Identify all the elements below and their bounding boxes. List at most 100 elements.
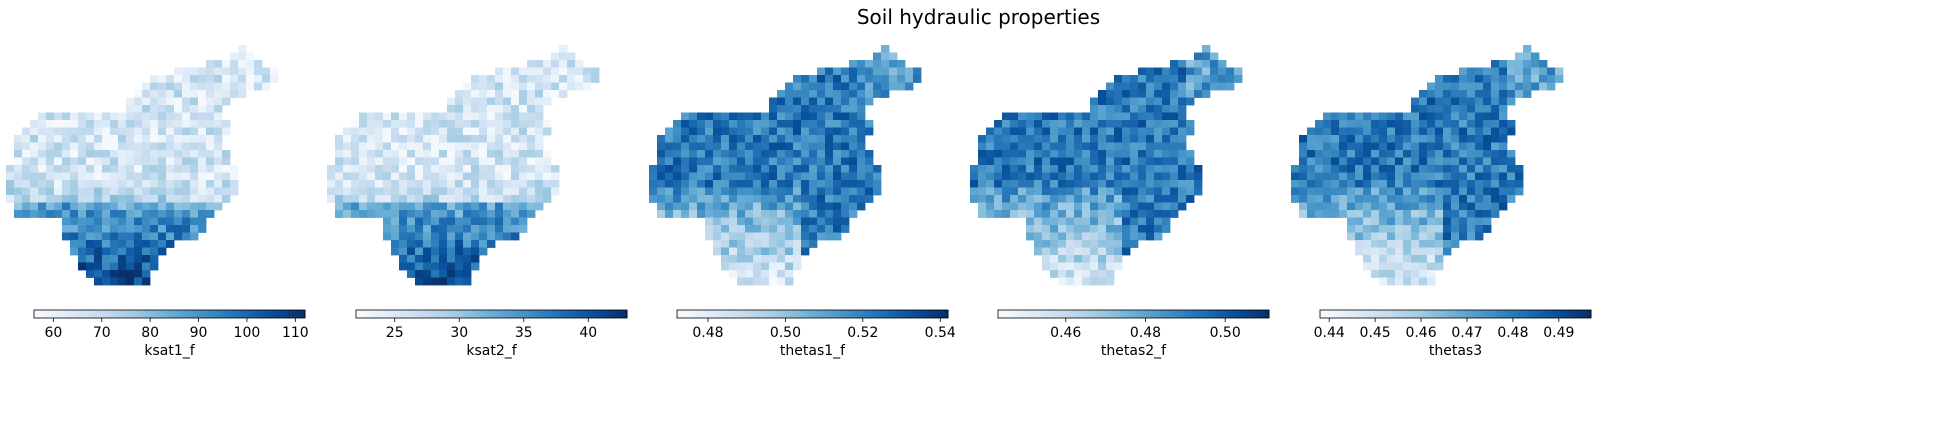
heatmap-cell [1122, 105, 1131, 113]
heatmap-cell [102, 120, 111, 128]
heatmap-cell [1379, 142, 1388, 151]
heatmap-cell [1098, 187, 1107, 196]
heatmap-cell [841, 97, 850, 106]
heatmap-cell [158, 195, 167, 203]
heatmap-cell [737, 247, 746, 256]
heatmap-cell [1178, 60, 1187, 68]
heatmap-cell [511, 195, 520, 203]
heatmap-cell [519, 187, 528, 196]
heatmap-cell [439, 157, 448, 166]
heatmap-cell [479, 225, 488, 233]
colorbar-segment [1526, 310, 1531, 318]
heatmap-cell [1226, 75, 1235, 83]
heatmap-cell [697, 157, 706, 166]
heatmap-cell [174, 90, 183, 98]
heatmap-cell [1026, 195, 1035, 203]
colorbar-segment [1133, 310, 1138, 318]
heatmap-cell [1058, 180, 1067, 188]
heatmap-cell [1106, 90, 1115, 98]
heatmap-cell [487, 120, 496, 128]
heatmap-cell [110, 180, 119, 188]
heatmap-cell [1387, 157, 1396, 166]
colorbar-segment [430, 310, 435, 318]
heatmap-cell [447, 127, 456, 136]
heatmap-cell [1018, 157, 1027, 166]
heatmap-cell [38, 172, 47, 181]
colorbar-segment [481, 310, 486, 318]
heatmap-cell [1347, 165, 1356, 173]
heatmap-cell [1435, 232, 1444, 241]
heatmap-cell [118, 135, 127, 143]
heatmap-cell [1467, 82, 1476, 91]
heatmap-cell [1419, 255, 1428, 263]
heatmap-cell [166, 172, 175, 181]
heatmap-cell [737, 157, 746, 166]
colorbar-segment [1248, 310, 1253, 318]
heatmap-cell [841, 142, 850, 151]
colorbar-segment [1513, 310, 1517, 318]
heatmap-cell [214, 157, 223, 166]
heatmap-cell [1491, 105, 1500, 113]
heatmap-cell [142, 232, 151, 241]
heatmap-cell [415, 210, 424, 218]
colorbar-segment [34, 310, 38, 318]
heatmap-cell [22, 210, 31, 218]
heatmap-cell [1451, 105, 1460, 113]
heatmap-cell [190, 195, 199, 203]
heatmap-cell [1194, 180, 1203, 188]
heatmap-cell [1387, 277, 1396, 286]
heatmap-cell [110, 195, 119, 203]
heatmap-cell [1146, 180, 1155, 188]
colorbar-segment [372, 310, 377, 318]
heatmap-cell [1042, 240, 1051, 248]
heatmap-cell [102, 187, 111, 196]
colorbar-segment [484, 310, 489, 318]
heatmap-cell [713, 210, 722, 218]
heatmap-cell [761, 247, 770, 256]
heatmap-cell [1162, 90, 1171, 98]
heatmap-cell [527, 187, 536, 196]
colorbar-segment [1479, 310, 1484, 318]
colorbar-segment [1004, 310, 1009, 318]
heatmap-cell [182, 210, 191, 218]
heatmap-cell [1331, 165, 1340, 173]
heatmap-cell [769, 255, 778, 263]
heatmap-cell [423, 165, 432, 173]
colorbar-tick-label: 0.48 [692, 325, 723, 341]
heatmap-cell [423, 142, 432, 151]
heatmap-cell [190, 135, 199, 143]
heatmap-cell [447, 97, 456, 106]
heatmap-cell [431, 202, 440, 211]
heatmap-cell [753, 270, 762, 278]
heatmap-cell [1491, 75, 1500, 83]
heatmap-cell [1475, 202, 1484, 211]
heatmap-cell [110, 135, 119, 143]
heatmap-cell [793, 172, 802, 181]
heatmap-cell [1323, 120, 1332, 128]
heatmap-cell [1523, 52, 1532, 61]
heatmap-cell [1122, 217, 1131, 226]
heatmap-cell [1443, 127, 1452, 136]
heatmap-cell [1395, 240, 1404, 248]
heatmap-cell [134, 270, 143, 278]
heatmap-cell [1411, 135, 1420, 143]
heatmap-cell [543, 60, 552, 68]
heatmap-cell [423, 150, 432, 158]
heatmap-cell [591, 67, 600, 76]
heatmap-cell [1050, 232, 1059, 241]
heatmap-cell [158, 172, 167, 181]
heatmap-cell [857, 157, 866, 166]
heatmap-cell [423, 255, 432, 263]
heatmap-cell [1002, 157, 1011, 166]
heatmap-cell [487, 90, 496, 98]
heatmap-cell [1411, 172, 1420, 181]
heatmap-cell [46, 120, 55, 128]
heatmap-cell [471, 97, 480, 106]
heatmap-cell [1451, 225, 1460, 233]
heatmap-ksat2_f [327, 45, 600, 286]
heatmap-cell [206, 90, 215, 98]
heatmap-cell [391, 157, 400, 166]
heatmap-cell [78, 240, 87, 248]
heatmap-cell [335, 172, 344, 181]
heatmap-cell [697, 172, 706, 181]
